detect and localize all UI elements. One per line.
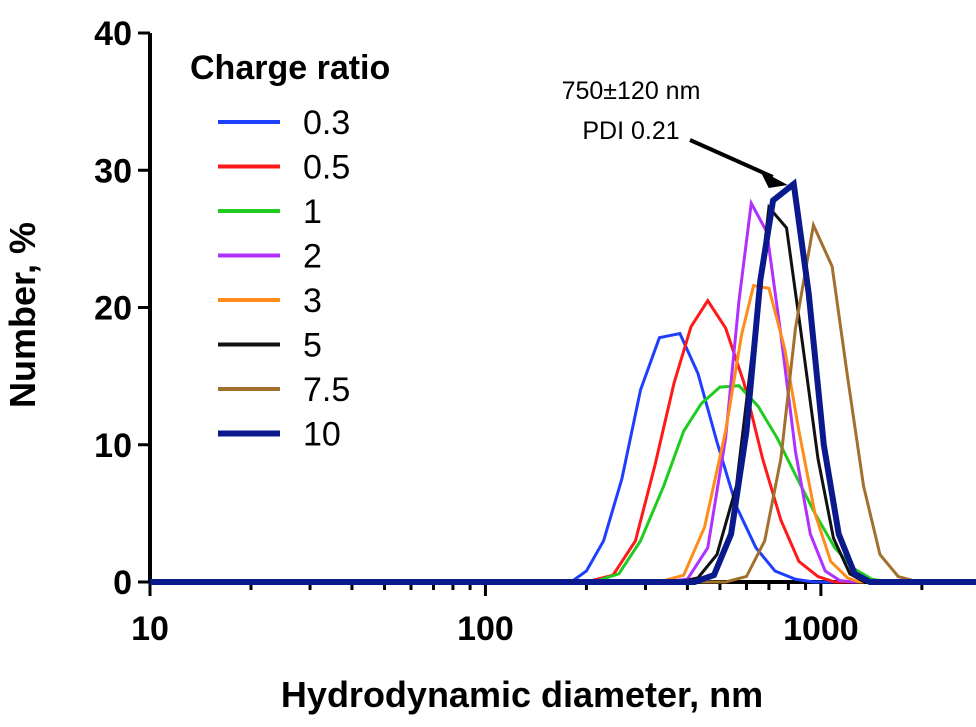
series-line-10: [150, 178, 976, 585]
x-tick-label-10: 10: [131, 610, 169, 648]
legend-label-3: 3: [303, 282, 322, 320]
y-tick-label-10: 10: [94, 427, 132, 465]
series-3: [149, 283, 976, 584]
y-axis-title: Number, %: [2, 222, 43, 408]
series-5: [149, 203, 976, 584]
legend-layer: Charge ratio 0.3 0.5 1 2 3 5 7.5 10: [190, 49, 390, 454]
x-tick-label-1000: 1000: [783, 610, 859, 648]
x-axis-title: Hydrodynamic diameter, nm: [281, 674, 763, 715]
annotation-size-label: 750±120 nm: [562, 77, 701, 105]
legend-label-10: 10: [303, 416, 341, 454]
y-tick-label-30: 30: [94, 152, 132, 190]
annotation-layer: 750±120 nm PDI 0.21: [562, 77, 788, 188]
series-line-5: [150, 203, 976, 584]
legend-label-1: 1: [303, 193, 322, 231]
series-line-0.3: [150, 331, 976, 584]
series-layer: [149, 178, 976, 585]
series-line-2: [150, 198, 976, 584]
annotation-pdi-label: PDI 0.21: [582, 117, 679, 145]
legend-title: Charge ratio: [190, 49, 390, 87]
y-tick-label-0: 0: [113, 564, 132, 602]
legend-label-0.5: 0.5: [303, 149, 350, 187]
annotation-arrow-head: [759, 169, 788, 188]
series-line-0.5: [150, 297, 976, 584]
series-line-7.5: [150, 220, 976, 584]
series-10: [149, 178, 976, 585]
legend-label-7.5: 7.5: [303, 371, 350, 409]
y-tick-label-40: 40: [94, 15, 132, 53]
x-tick-label-100: 100: [457, 610, 514, 648]
series-2: [149, 198, 976, 584]
series-0.3: [149, 331, 976, 584]
annotation-arrow-line: [689, 138, 774, 179]
legend-label-5: 5: [303, 327, 322, 365]
legend-label-2: 2: [303, 238, 322, 276]
series-7.5: [149, 220, 976, 584]
y-tick-label-20: 20: [94, 290, 132, 328]
legend-label-0.3: 0.3: [303, 104, 350, 142]
